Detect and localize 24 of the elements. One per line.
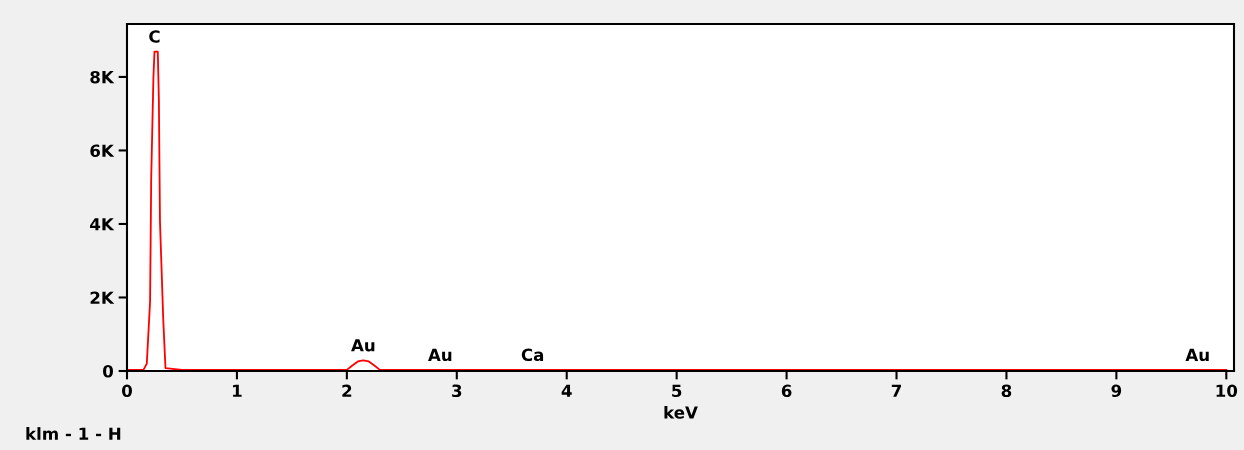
x-tick-label: 0: [122, 384, 132, 398]
x-tick-label: 5: [672, 384, 682, 398]
annotation: C: [149, 30, 160, 43]
x-tick-label: 3: [452, 384, 462, 398]
x-tick-label: 10: [1216, 384, 1238, 398]
y-tick-label: 2K: [90, 291, 115, 304]
annotation: Au: [428, 348, 452, 362]
x-tick-label: 7: [891, 384, 901, 397]
annotation: Au: [351, 339, 375, 352]
x-axis-title: keV: [664, 405, 698, 419]
x-tick-label: 6: [781, 384, 792, 398]
x-tick-label: 8: [1001, 384, 1012, 398]
y-tick-label: 4K: [90, 218, 115, 231]
line-series: [127, 50, 1228, 371]
y-tick-label: 6K: [90, 144, 115, 158]
x-tick-label: 9: [1111, 384, 1122, 398]
annotation: Ca: [521, 348, 544, 362]
x-tick-label: 1: [233, 384, 242, 397]
text: klm - 1 - H: [26, 427, 121, 440]
y-tick-label: 0: [103, 364, 114, 378]
y-tick-label: 8K: [90, 70, 115, 84]
annotation: Au: [1185, 348, 1209, 362]
x-tick-label: 4: [561, 384, 572, 397]
x-tick-label: 2: [342, 384, 352, 397]
